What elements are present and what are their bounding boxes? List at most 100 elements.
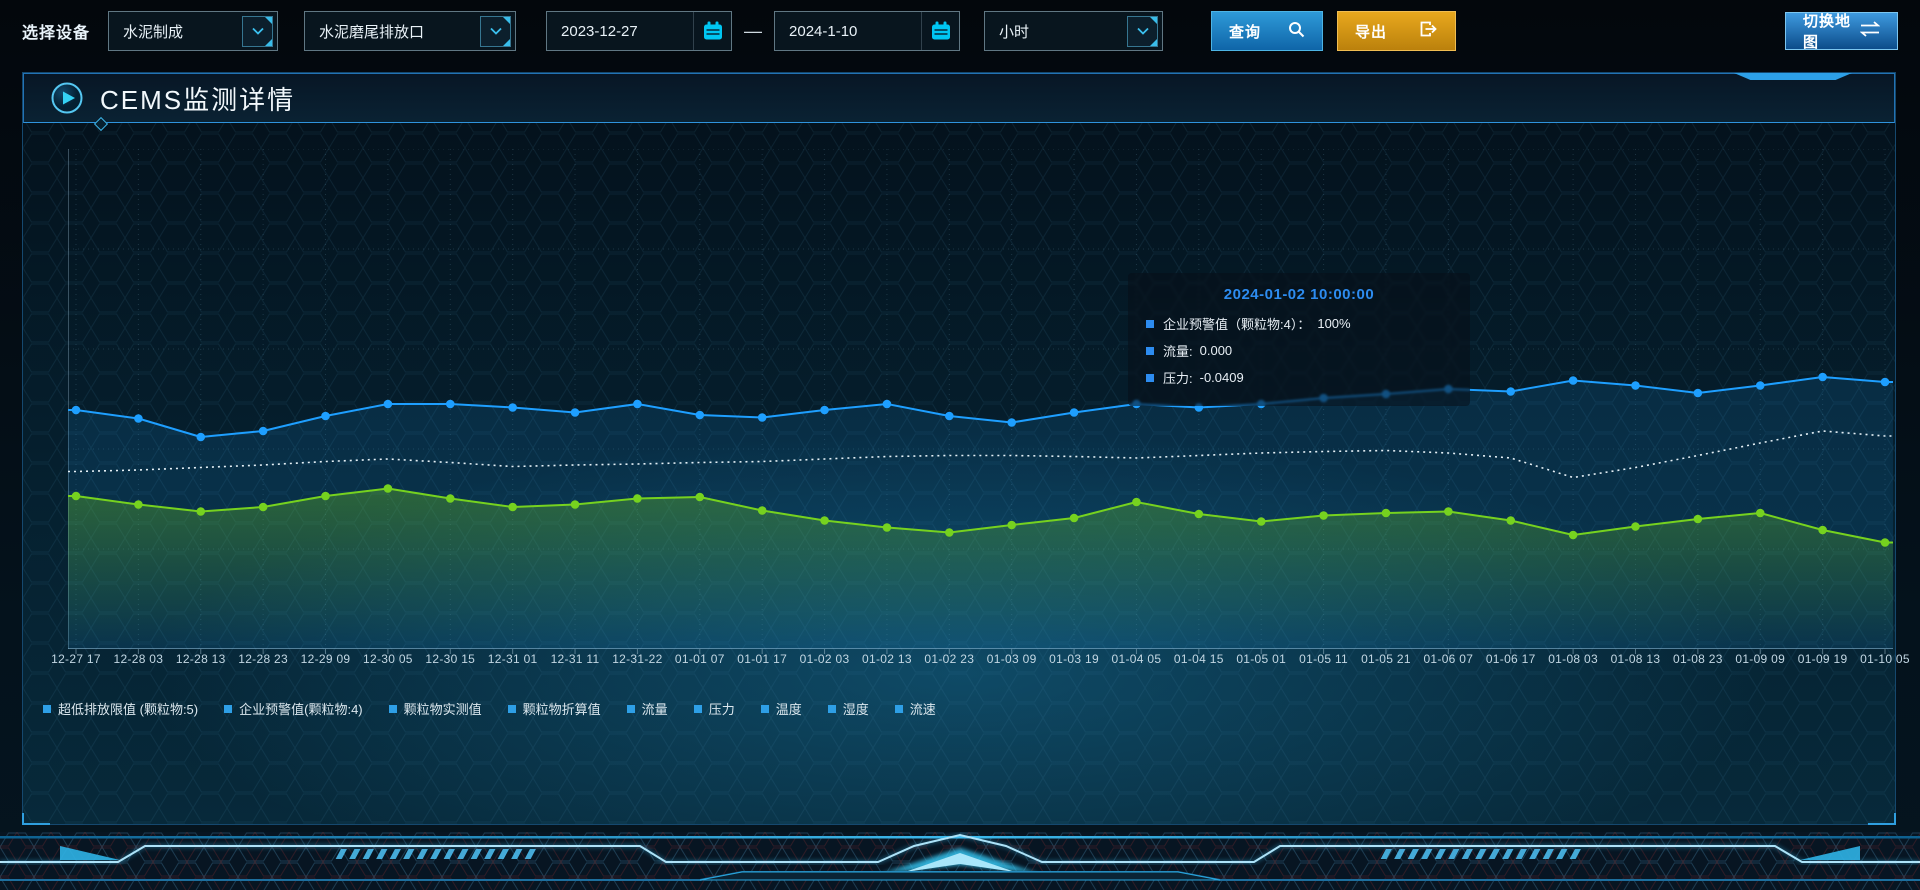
tooltip-row: 企业预警值（颗粒物:4）： 100% (1146, 314, 1452, 333)
tooltip-label: 压力: (1163, 371, 1193, 386)
tooltip-timestamp: 2024-01-02 10:00:00 (1223, 286, 1375, 303)
start-date-input[interactable]: 2023-12-27 (546, 11, 733, 51)
tooltip-row: 压力: -0.0409 (1146, 368, 1452, 387)
legend-label: 颗粒物折算值 (522, 702, 601, 717)
legend-marker (894, 704, 903, 713)
x-axis-label: 01-05 11 (1299, 652, 1349, 666)
panel-title: CEMS监测详情 (100, 84, 296, 115)
x-axis-label: 01-03 19 (1049, 652, 1099, 666)
legend-label: 压力 (708, 702, 735, 717)
legend-marker (760, 704, 769, 713)
legend-item-1[interactable]: 超低排放限值 (颗粒物:5) (43, 699, 198, 718)
tooltip-series-marker (1146, 319, 1154, 328)
x-axis-label: 12-30 15 (425, 652, 476, 666)
legend-label: 流速 (909, 702, 936, 717)
select-value: 水泥磨尾排放口 (319, 23, 425, 41)
export-button[interactable]: 导出 (1337, 11, 1457, 51)
search-icon (1288, 21, 1305, 42)
x-axis-label: 01-02 03 (799, 652, 850, 666)
legend-item-3[interactable]: 颗粒物实测值 (388, 699, 482, 718)
outlet-select[interactable]: 水泥磨尾排放口 (304, 11, 517, 51)
x-axis-label: 01-10 05 (1860, 652, 1910, 666)
query-button[interactable]: 查询 (1211, 11, 1324, 51)
x-axis-label: 12-27 17 (51, 652, 101, 666)
tooltip-label: 流量: (1163, 344, 1193, 359)
legend-marker (693, 704, 702, 713)
x-axis-label: 01-01 07 (674, 652, 725, 666)
legend-label: 湿度 (842, 702, 869, 717)
x-axis-label: 12-28 23 (238, 652, 289, 666)
legend-label: 颗粒物实测值 (403, 702, 482, 717)
x-axis-label: 01-09 19 (1797, 652, 1848, 666)
calendar-icon (921, 12, 959, 50)
x-axis-label: 01-01 17 (737, 652, 788, 666)
export-icon (1419, 20, 1438, 42)
x-axis-label: 01-08 23 (1672, 652, 1723, 666)
tooltip-value: -0.0409 (1199, 370, 1244, 385)
tooltip-series-marker (1146, 346, 1154, 355)
start-date-value: 2023-12-27 (561, 22, 638, 40)
legend-marker (388, 704, 397, 713)
x-axis-label: 01-09 09 (1735, 652, 1786, 666)
swap-arrows-icon (1859, 21, 1881, 41)
interval-select[interactable]: 小时 (984, 11, 1164, 51)
date-range-separator: — (744, 20, 763, 41)
x-axis-label: 12-29 09 (300, 652, 351, 666)
legend-label: 温度 (775, 702, 802, 717)
end-date-input[interactable]: 2024-1-10 (774, 11, 961, 51)
chevron-down-icon (480, 15, 512, 47)
legend-item-8[interactable]: 湿度 (827, 699, 869, 718)
x-axis-label: 12-31 01 (487, 652, 538, 666)
legend-item-7[interactable]: 温度 (760, 699, 802, 718)
legend-marker (507, 704, 516, 713)
x-axis-label: 12-30 05 (363, 652, 413, 666)
footer-decoration (0, 832, 1920, 890)
select-value: 水泥制成 (123, 23, 184, 41)
cems-panel: CEMS监测详情 12-27 17 12-28 03 12-28 13 12-28 2… (22, 72, 1910, 825)
legend-item-6[interactable]: 压力 (693, 699, 735, 718)
x-axis-label: 01-05 01 (1236, 652, 1287, 666)
device-select-label: 选择设备 (22, 25, 91, 42)
device-category-select[interactable]: 水泥制成 (108, 11, 279, 51)
toolbar: 选择设备 水泥制成 水泥磨尾排放口 2023-12-27 (0, 0, 1920, 62)
x-axis-label: 12-28 03 (113, 652, 164, 666)
header-diamond-decoration (93, 116, 109, 132)
legend-item-4[interactable]: 颗粒物折算值 (507, 699, 601, 718)
x-axis-label: 01-02 13 (862, 652, 912, 666)
chevron-down-icon (242, 15, 274, 47)
legend-item-2[interactable]: 企业预警值(颗粒物:4) (224, 699, 363, 718)
x-axis-label: 12-28 13 (175, 652, 226, 666)
legend-label: 流量 (641, 702, 668, 717)
x-axis-label: 01-02 23 (924, 652, 975, 666)
x-axis-label: 01-03 09 (986, 652, 1037, 666)
calendar-icon (693, 12, 731, 50)
tooltip-value: 0.000 (1199, 343, 1233, 358)
x-axis-label: 01-08 03 (1548, 652, 1598, 666)
chart-legend: 超低排放限值 (颗粒物:5) 企业预警值(颗粒物:4) 颗粒物实测值 颗粒物折算值 流量… (43, 699, 936, 718)
legend-marker (827, 704, 836, 713)
tooltip-label: 企业预警值（颗粒物:4）： (1163, 317, 1311, 332)
cems-line-chart[interactable] (68, 149, 1893, 655)
legend-item-5[interactable]: 流量 (626, 699, 668, 718)
x-axis-label: 01-06 07 (1423, 652, 1474, 666)
legend-marker (43, 704, 51, 713)
tooltip-row: 流量: 0.000 (1146, 341, 1452, 360)
chart-tooltip: 2024-01-02 10:00:00 企业预警值（颗粒物:4）： 100% 流量:… (1128, 273, 1470, 406)
play-icon (50, 81, 84, 115)
header-accent (1734, 73, 1852, 80)
x-axis-label: 01-08 13 (1610, 652, 1661, 666)
x-axis-label: 01-05 21 (1361, 652, 1411, 666)
end-date-value: 2024-1-10 (789, 22, 858, 40)
x-axis-label: 01-06 17 (1485, 652, 1536, 666)
panel-header: CEMS监测详情 (23, 73, 1895, 132)
chevron-down-icon (1127, 15, 1159, 47)
legend-item-9[interactable]: 流速 (894, 699, 936, 718)
x-axis-label: 12-31 11 (550, 652, 600, 666)
switch-map-button[interactable]: 切换地图 (1785, 12, 1898, 51)
x-axis-label: 01-04 05 (1111, 652, 1162, 666)
legend-label: 超低排放限值 (颗粒物:5) (58, 702, 199, 717)
x-axis-label: 12-31-22 (612, 652, 663, 666)
tooltip-value: 100% (1317, 316, 1351, 331)
legend-label: 企业预警值(颗粒物:4) (239, 702, 363, 717)
